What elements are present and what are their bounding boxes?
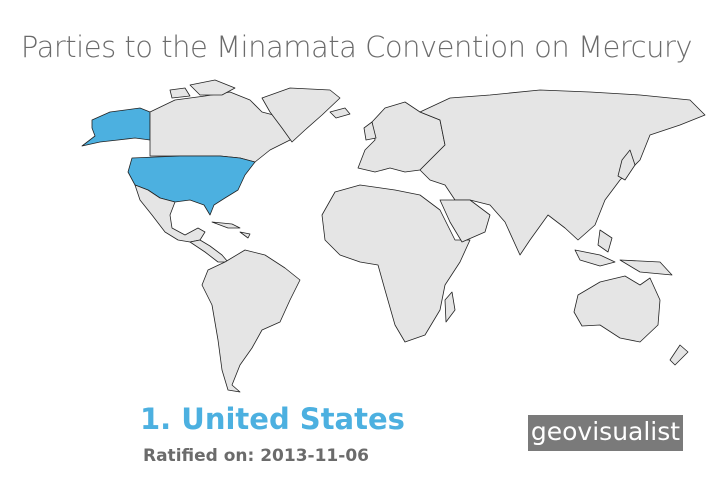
region-caribbean: [211, 221, 251, 239]
country-madagascar[interactable]: [444, 291, 456, 323]
country-greenland[interactable]: [261, 87, 341, 143]
country-mexico[interactable]: [134, 184, 206, 243]
region-asia[interactable]: [419, 89, 706, 256]
region-southeast-asia-islands[interactable]: [574, 229, 673, 276]
ratified-date: Ratified on: 2013-11-06: [143, 446, 369, 466]
country-japan[interactable]: [617, 149, 636, 181]
country-united-states-alaska[interactable]: [81, 107, 151, 147]
geovisualist-logo: geovisualist: [528, 415, 683, 451]
country-united-kingdom[interactable]: [363, 121, 377, 141]
region-south-america[interactable]: [201, 249, 301, 393]
region-central-america[interactable]: [189, 239, 229, 263]
map-title: Parties to the Minamata Convention on Me…: [20, 30, 693, 64]
country-iceland[interactable]: [329, 107, 351, 119]
country-canada-islands: [169, 79, 236, 99]
selected-country-name: 1. United States: [140, 402, 405, 436]
country-new-zealand[interactable]: [669, 344, 689, 366]
country-australia[interactable]: [573, 275, 661, 343]
region-africa[interactable]: [321, 184, 471, 343]
region-arabian-peninsula[interactable]: [439, 199, 491, 243]
